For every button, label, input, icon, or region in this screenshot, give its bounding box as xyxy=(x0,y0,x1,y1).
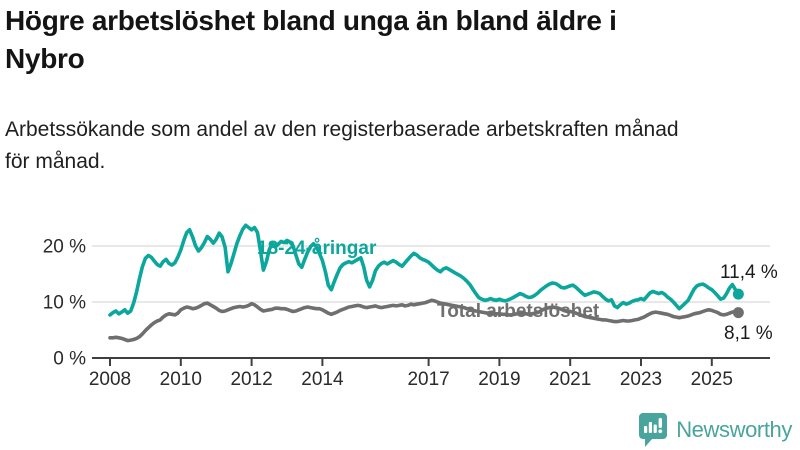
newsworthy-logo-icon xyxy=(639,413,668,447)
x-tick-label: 2017 xyxy=(407,369,449,390)
x-tick-label: 2010 xyxy=(160,369,202,390)
x-tick-label: 2019 xyxy=(478,369,520,390)
x-tick-label: 2008 xyxy=(89,369,131,390)
y-tick-label: 0 % xyxy=(53,349,86,370)
end-value-total: 8,1 % xyxy=(724,323,773,344)
total-series-end-dot xyxy=(732,307,744,319)
total-series-line xyxy=(108,298,741,343)
end-value-youth: 11,4 % xyxy=(720,262,778,283)
x-tick-label: 2012 xyxy=(230,369,272,390)
x-tick-label: 2014 xyxy=(301,369,344,390)
youth-series-line xyxy=(108,223,741,317)
brand-wordmark: Newsworthy xyxy=(676,417,792,442)
series-label-total: Total arbetslöshet xyxy=(437,301,600,322)
youth-series-end-dot xyxy=(732,288,744,300)
x-tick-label: 2021 xyxy=(549,369,591,390)
x-tick-label: 2025 xyxy=(691,369,733,390)
page-subtitle: Arbetssökande som andel av den registerb… xyxy=(5,118,679,173)
y-tick-label: 10 % xyxy=(43,293,86,314)
page-title: Högre arbetslöshet bland unga än bland ä… xyxy=(5,5,617,74)
branding-footer: Newsworthy xyxy=(638,411,792,449)
series-label-youth: 18-24-åringar xyxy=(257,238,377,259)
y-tick-label: 20 % xyxy=(43,237,86,258)
x-tick-label: 2023 xyxy=(620,369,662,390)
